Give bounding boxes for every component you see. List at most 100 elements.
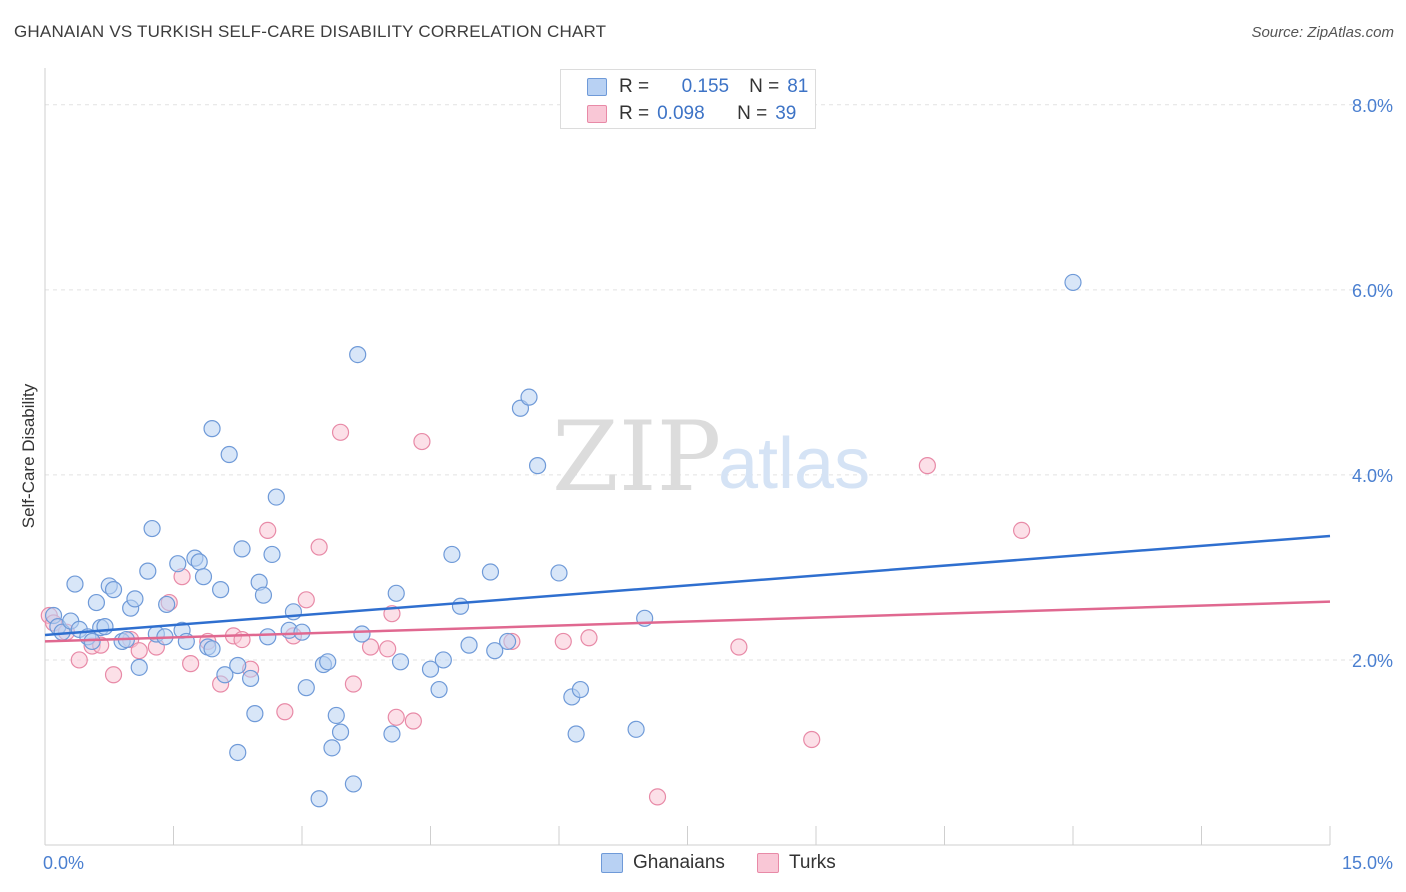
ghanaian-point bbox=[383, 725, 401, 743]
watermark: ZIP atlas bbox=[552, 401, 870, 513]
turk-point bbox=[310, 538, 328, 556]
turk-point bbox=[344, 675, 362, 693]
series-legend: Ghanaians Turks bbox=[0, 850, 1406, 878]
ghanaian-point bbox=[203, 420, 221, 438]
ghanaian-point bbox=[216, 666, 234, 684]
turks-swatch bbox=[757, 853, 779, 873]
turk-point bbox=[1012, 521, 1031, 539]
n-label: N = bbox=[737, 103, 768, 124]
ghanaian-point bbox=[443, 545, 461, 564]
ghanaian-point bbox=[66, 575, 84, 593]
x-tick-label: 0.0% bbox=[43, 853, 84, 873]
chart-title: GHANAIAN VS TURKISH SELF-CARE DISABILITY… bbox=[14, 22, 607, 41]
ghanaian-point bbox=[190, 553, 208, 571]
ghanaian-point bbox=[212, 581, 230, 599]
turk-point bbox=[104, 666, 123, 684]
watermark-atlas-text: atlas bbox=[718, 424, 870, 504]
data-points bbox=[40, 273, 1082, 808]
ghanaian-point bbox=[143, 519, 161, 538]
ghanaian-point bbox=[229, 656, 247, 675]
legend-label: Turks bbox=[789, 852, 836, 873]
ghanaian-point bbox=[220, 445, 238, 464]
r-label: R = bbox=[619, 103, 650, 124]
ghanaians-trend-line bbox=[44, 534, 1331, 637]
ghanaian-point bbox=[242, 669, 260, 688]
x-tick-label: 15.0% bbox=[1342, 853, 1393, 873]
ghanaian-point bbox=[194, 568, 213, 586]
ghanaians-swatch bbox=[601, 853, 623, 873]
n-value: 81 bbox=[787, 76, 809, 97]
y-tick-label: 8.0% bbox=[1352, 96, 1393, 116]
turk-point bbox=[387, 708, 405, 726]
ghanaian-point bbox=[158, 595, 176, 614]
ghanaian-point bbox=[96, 618, 114, 636]
turks-swatch bbox=[587, 105, 607, 123]
y-tick-label: 2.0% bbox=[1352, 651, 1393, 671]
watermark-zip-text: ZIP bbox=[552, 401, 721, 513]
ghanaian-point bbox=[327, 706, 345, 725]
ghanaian-point bbox=[254, 586, 273, 604]
turk-point bbox=[554, 632, 572, 651]
turk-point bbox=[297, 591, 315, 609]
ghanaian-point bbox=[259, 628, 277, 646]
ghanaian-point bbox=[481, 563, 500, 581]
legend-item-turks[interactable]: Turks bbox=[757, 852, 836, 874]
legend-label: Ghanaians bbox=[633, 852, 725, 873]
ghanaian-point bbox=[344, 775, 362, 793]
ghanaian-point bbox=[571, 680, 590, 699]
ghanaian-point bbox=[130, 658, 148, 676]
turk-point bbox=[413, 432, 431, 451]
legend-item-ghanaians[interactable]: Ghanaians bbox=[601, 852, 725, 874]
y-axis-label: Self-Care Disability bbox=[19, 383, 38, 528]
ghanaian-point bbox=[550, 564, 568, 582]
ghanaian-point bbox=[353, 625, 371, 643]
axes bbox=[44, 68, 1331, 846]
turk-point bbox=[276, 703, 294, 721]
turk-point bbox=[182, 655, 200, 673]
ghanaian-point bbox=[391, 653, 410, 671]
turk-point bbox=[580, 629, 598, 647]
turk-point bbox=[361, 638, 380, 656]
y-tick-label: 6.0% bbox=[1352, 281, 1393, 301]
chart-source: Source: ZipAtlas.com bbox=[1251, 24, 1394, 41]
ghanaian-point bbox=[460, 636, 478, 654]
ghanaian-point bbox=[87, 593, 106, 612]
turk-point bbox=[404, 712, 422, 730]
ghanaian-point bbox=[451, 597, 470, 615]
grid-lines bbox=[45, 104, 1392, 661]
turk-point bbox=[379, 640, 397, 658]
ghanaian-point bbox=[310, 790, 328, 808]
ghanaian-point bbox=[430, 680, 448, 699]
turk-point bbox=[70, 651, 88, 669]
ghanaian-point bbox=[104, 581, 123, 599]
y-tick-label: 4.0% bbox=[1352, 466, 1393, 486]
ghanaian-point bbox=[1064, 273, 1082, 292]
turk-point bbox=[259, 521, 277, 539]
ghanaian-point bbox=[126, 590, 144, 608]
ghanaian-point bbox=[331, 723, 350, 741]
r-value: 0.098 bbox=[657, 103, 705, 124]
ghanaians-swatch bbox=[587, 78, 607, 96]
n-value: 39 bbox=[775, 103, 797, 124]
ghanaian-point bbox=[169, 555, 187, 573]
ghanaian-point bbox=[421, 660, 440, 678]
tick-labels: 2.0% 4.0% 6.0% 8.0% 0.0% 15.0% bbox=[43, 96, 1393, 873]
turks-trend-line bbox=[44, 600, 1331, 643]
ghanaian-point bbox=[267, 488, 285, 506]
ghanaian-point bbox=[434, 651, 452, 669]
ghanaian-point bbox=[139, 562, 157, 580]
legend-row-turks: R = 0.098 N = 39 bbox=[587, 102, 796, 126]
trend-lines bbox=[44, 534, 1331, 643]
ghanaian-point bbox=[349, 345, 367, 364]
ghanaian-point bbox=[567, 725, 585, 743]
turk-point bbox=[648, 788, 667, 806]
ghanaian-point bbox=[263, 545, 281, 564]
turk-point bbox=[918, 457, 936, 475]
legend-row-ghanaians: R = 0.155 N = 81 bbox=[587, 75, 808, 99]
r-label: R = bbox=[619, 76, 650, 97]
ghanaian-point bbox=[83, 632, 101, 651]
turk-point bbox=[730, 638, 748, 656]
ghanaian-point bbox=[520, 388, 538, 406]
turk-point bbox=[331, 423, 350, 441]
